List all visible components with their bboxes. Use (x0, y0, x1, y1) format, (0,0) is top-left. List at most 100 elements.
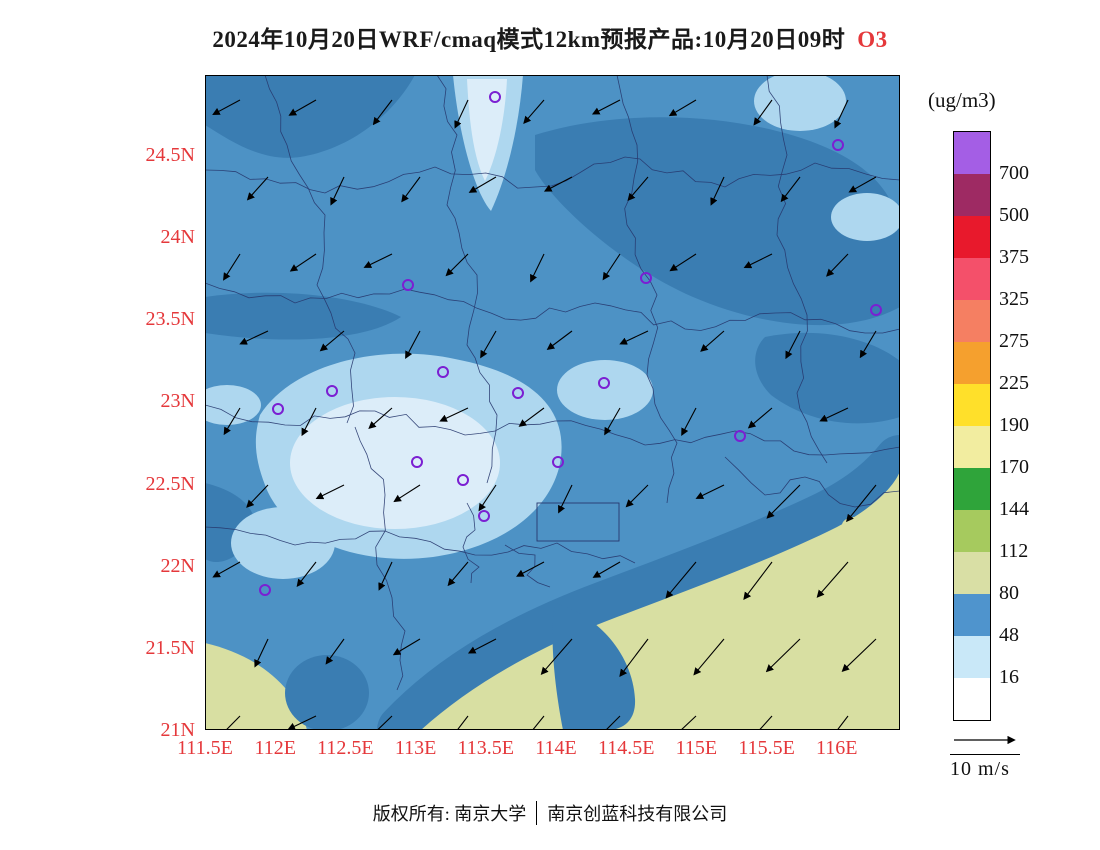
admin-boundary-line (462, 502, 480, 584)
colorbar-tick-label: 375 (999, 246, 1029, 268)
wind-vector-arrow (378, 561, 393, 591)
lat-axis-label: 24.5N (145, 144, 195, 166)
colorbar-tick-label: 325 (999, 288, 1029, 310)
wind-vector-arrow (546, 330, 573, 350)
wind-vector-arrow (467, 638, 497, 654)
colorbar-tick-label: 170 (999, 456, 1029, 478)
wind-vector-arrow (695, 484, 725, 499)
colorbar-cell (954, 258, 990, 300)
wind-reference-line (950, 754, 1020, 755)
wind-vector-arrow (439, 407, 469, 422)
wind-vector-arrow (543, 176, 573, 192)
wind-vector-arrow (530, 253, 545, 283)
colorbar-tick-label: 112 (999, 540, 1029, 562)
colorbar-cell (954, 552, 990, 594)
wind-vector-arrow (478, 484, 497, 512)
wind-vector-arrow (753, 99, 773, 126)
colorbar-cell (954, 216, 990, 258)
lon-axis-label: 112E (254, 737, 296, 759)
wind-vector-arrow (518, 407, 545, 427)
wind-vector-arrow (223, 407, 241, 436)
wind-reference-legend: 10 m/s (950, 733, 1040, 781)
admin-boundary-line (724, 456, 900, 508)
wind-vector-arrow (665, 561, 697, 599)
colorbar-cell (954, 384, 990, 426)
station-marker (512, 387, 524, 399)
wind-vector-arrow (468, 176, 497, 193)
lon-axis-label: 111.5E (177, 737, 233, 759)
wind-vector-arrow (592, 561, 621, 578)
wind-vector-arrow (710, 176, 725, 206)
colorbar-tick-label: 48 (999, 624, 1019, 646)
wind-vector-arrow (287, 715, 317, 730)
wind-vector-arrow (246, 484, 269, 508)
wind-vector-arrow (516, 561, 545, 577)
wind-vector-arrow (819, 407, 849, 422)
lat-axis-label: 21N (160, 718, 195, 741)
title-species-label: O3 (857, 27, 888, 52)
wind-vector-arrow (223, 253, 241, 281)
wind-vector-arrow (212, 99, 241, 115)
wind-vector-arrow (480, 330, 497, 359)
lat-axis-label: 22N (160, 554, 195, 577)
wind-vector-arrow (531, 715, 545, 730)
wind-vector-arrow (766, 484, 801, 519)
lon-axis-label: 114E (535, 737, 577, 759)
o3-fill-field (205, 75, 900, 730)
admin-boundary-line (205, 526, 636, 564)
wind-vector-arrow (602, 253, 621, 281)
wind-vector-arrow (454, 99, 469, 129)
wind-vector-arrow (841, 638, 877, 672)
wind-vector-arrow (846, 484, 877, 523)
wind-vector-arrow (392, 638, 421, 656)
map-frame (205, 75, 900, 730)
colorbar-cell (954, 468, 990, 510)
wind-vector-arrow (315, 484, 345, 500)
wind-vector-arrow (301, 407, 317, 437)
wind-vector-arrow (747, 407, 773, 429)
title-text: 2024年10月20日WRF/cmaq模式12km预报产品:10月20日09时 (212, 27, 846, 52)
station-marker (326, 385, 338, 397)
wind-vector-arrow (785, 330, 801, 360)
wind-vector-arrow (445, 253, 469, 277)
wind-vector-arrow (447, 561, 469, 587)
wind-vector-arrow (743, 561, 773, 601)
lon-axis-label: 115E (675, 737, 718, 759)
wind-vector-arrow (627, 176, 649, 202)
wind-vector-arrow (625, 484, 649, 508)
station-marker (734, 430, 746, 442)
wind-vector-arrow (604, 407, 621, 436)
admin-boundary-line (766, 75, 828, 464)
station-marker (832, 139, 844, 151)
wind-vector-arrow (669, 253, 697, 272)
admin-boundary-line (354, 426, 406, 691)
admin-boundary-line (264, 75, 356, 424)
colorbar-tick-label: 225 (999, 372, 1029, 394)
wind-vector-arrow (288, 99, 317, 116)
lon-axis-label: 113E (394, 737, 437, 759)
lon-axis-label: 114.5E (597, 737, 655, 759)
wind-vector-arrow (368, 407, 393, 429)
wind-vector-arrow (816, 561, 849, 598)
wind-vector-arrow (591, 99, 621, 115)
wind-vector-arrow (319, 330, 345, 352)
wind-vector-arrow (254, 638, 269, 668)
colorbar-cell (954, 510, 990, 552)
wind-vector-arrow (558, 484, 573, 514)
wind-vector-arrow (693, 638, 725, 676)
highlight-box (536, 502, 620, 542)
lat-axis-label: 23N (160, 390, 195, 413)
colorbar-cell (954, 636, 990, 678)
admin-boundary-line (616, 75, 678, 504)
lat-axis-label: 24N (160, 226, 195, 249)
colorbar-cell (954, 426, 990, 468)
wind-vector-arrow (668, 99, 697, 117)
wind-vector-arrow (848, 176, 877, 193)
wind-vector-arrow (680, 715, 697, 730)
wind-vector-arrow (225, 715, 241, 730)
wind-vector-arrow (780, 176, 801, 203)
lat-axis-label: 22.5N (145, 472, 195, 495)
station-marker (272, 403, 284, 415)
wind-vector-arrow (765, 638, 801, 673)
